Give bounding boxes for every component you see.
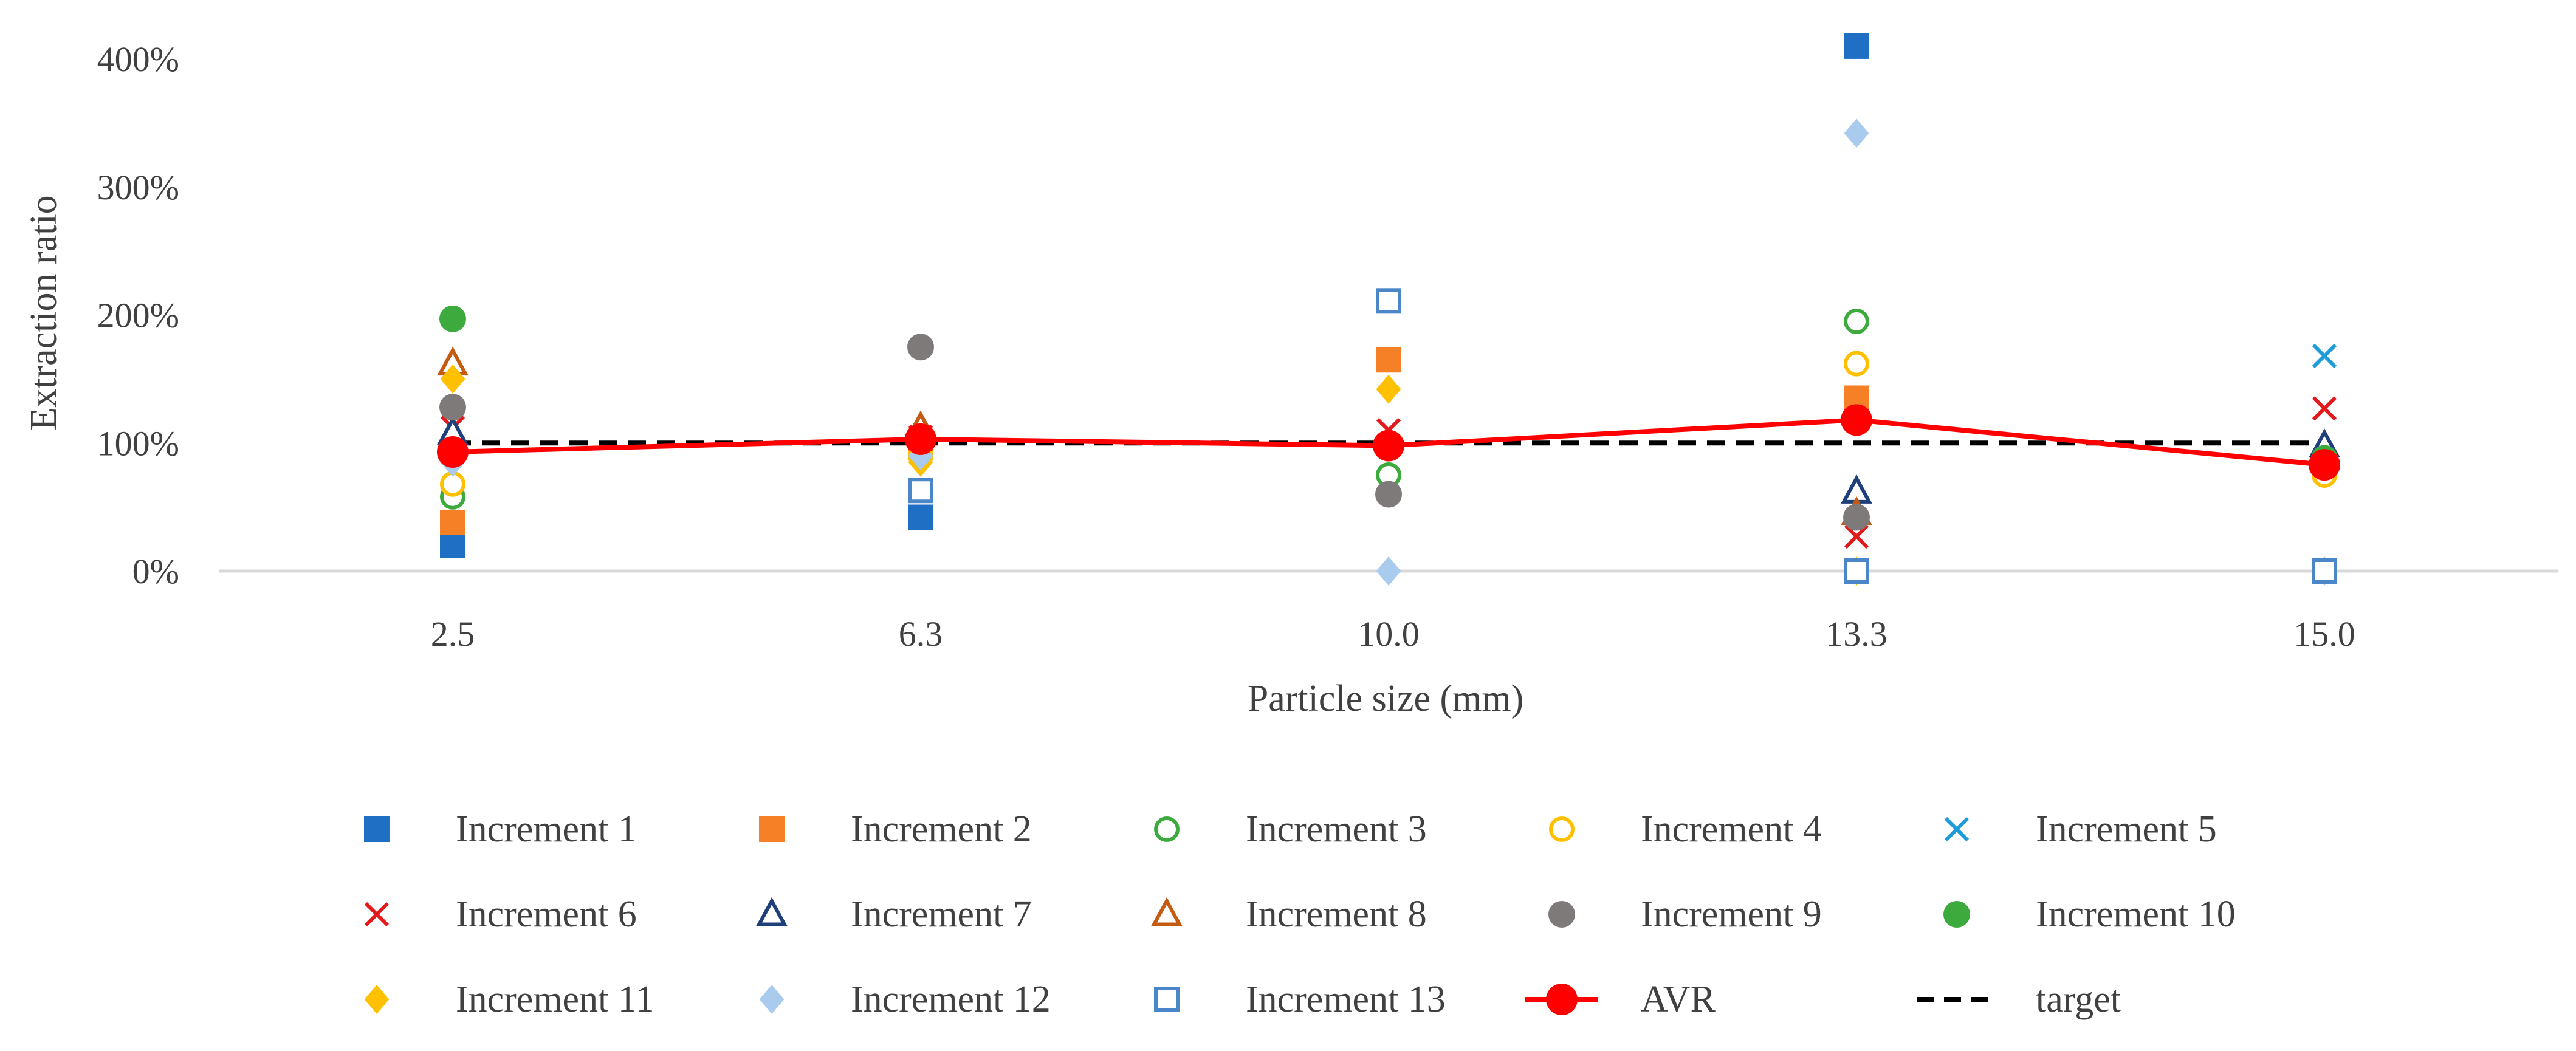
point-increment-9-13-3 [1843, 504, 1870, 531]
y-tick-label: 300% [97, 168, 179, 207]
legend-swatch-marker [1154, 816, 1180, 842]
legend-swatch-marker [1546, 984, 1578, 1015]
point-increment-1-13-3 [1844, 33, 1869, 59]
legend-label: Increment 13 [1246, 979, 1446, 1020]
series-increment-11 [440, 364, 1869, 586]
legend-label: Increment 11 [456, 979, 654, 1020]
legend-item-increment-2: Increment 2 [759, 809, 1032, 850]
legend-item-increment-1: Increment 1 [364, 809, 637, 850]
legend-label: target [2036, 979, 2121, 1020]
point-increment-9-6-3 [907, 334, 934, 361]
point-avr-2-5 [437, 436, 469, 468]
y-tick-label: 100% [97, 423, 179, 463]
point-increment-6-13-3 [1844, 524, 1869, 549]
legend-label: Increment 5 [2036, 809, 2217, 850]
x-tick-label: 6.3 [899, 614, 943, 654]
point-increment-9-10-0 [1375, 481, 1402, 508]
point-increment-1-2-5 [440, 532, 465, 558]
legend: Increment 1 Increment 2 Increment 3 Increme… [364, 809, 2236, 1020]
series-increment-1 [440, 33, 1869, 558]
legend-label: Increment 7 [851, 894, 1032, 935]
legend-item-increment-8: Increment 8 [1151, 894, 1427, 935]
legend-swatch-marker [364, 985, 390, 1014]
legend-item-increment-7: Increment 7 [756, 894, 1032, 935]
point-increment-1-6-3 [908, 504, 933, 530]
legend-item-increment-10: Increment 10 [1943, 894, 2236, 935]
legend-label: Increment 8 [1246, 894, 1427, 935]
series-increment-5 [1844, 343, 2337, 433]
y-tick-label: 400% [97, 39, 179, 79]
series-increment-9 [439, 334, 1870, 531]
legend-swatch-marker [1151, 897, 1183, 926]
point-increment-9-2-5 [439, 394, 466, 421]
series-avr [437, 404, 2340, 481]
legend-item-increment-5: Increment 5 [1944, 809, 2217, 850]
point-increment-2-2-5 [440, 509, 465, 535]
legend-swatch-marker [1548, 901, 1575, 928]
legend-item-increment-12: Increment 12 [759, 979, 1051, 1020]
point-increment-5-15-0 [2312, 343, 2337, 369]
point-increment-13-6-3 [908, 478, 933, 504]
legend-item-increment-11: Increment 11 [364, 979, 654, 1020]
point-increment-13-13-3 [1844, 558, 1869, 584]
legend-item-increment-6: Increment 6 [364, 894, 637, 935]
legend-swatch-marker [1549, 816, 1575, 842]
legend-label: Increment 6 [456, 894, 637, 935]
legend-item-increment-4: Increment 4 [1549, 809, 1822, 850]
legend-label: Increment 3 [1246, 809, 1427, 850]
x-tick-label: 15.0 [2293, 614, 2355, 654]
legend-item-avr: AVR [1525, 979, 1716, 1020]
axes-group: 0% 100% 200% 300% 400% 2.5 6.3 10.0 13.3 15.0 [97, 39, 2558, 654]
point-increment-11-2-5 [440, 364, 465, 394]
x-axis-title: Particle size (mm) [1248, 678, 1524, 719]
legend-label: Increment 12 [851, 979, 1051, 1020]
point-increment-6-15-0 [2312, 396, 2337, 421]
legend-swatch-marker [364, 902, 390, 927]
point-increment-13-10-0 [1376, 288, 1401, 314]
point-increment-2-10-0 [1376, 347, 1401, 373]
point-avr-15-0 [2309, 449, 2340, 481]
legend-label: Increment 10 [2036, 894, 2236, 935]
legend-label: Increment 4 [1641, 809, 1822, 850]
x-tick-label: 13.3 [1826, 614, 1887, 654]
legend-item-increment-13: Increment 13 [1154, 979, 1446, 1020]
point-increment-3-13-3 [1844, 309, 1869, 335]
point-avr-10-0 [1373, 430, 1404, 462]
legend-label: Increment 9 [1641, 894, 1822, 935]
legend-swatch-marker [1154, 987, 1180, 1012]
series-increment-13 [908, 288, 2337, 584]
axis-labels-group: Particle size (mm) Extraction ratio [23, 195, 1523, 719]
series-increment-8 [437, 346, 1872, 526]
legend-item-target: target [1917, 979, 2121, 1020]
legend-label: Increment 2 [851, 809, 1032, 850]
legend-swatch-marker [364, 816, 390, 842]
series-increment-3 [440, 309, 1869, 510]
y-tick-label: 200% [97, 296, 179, 335]
x-tick-label: 2.5 [431, 614, 475, 654]
legend-swatch-marker [759, 985, 785, 1014]
point-increment-12-10-0 [1376, 556, 1401, 586]
y-tick-label: 0% [132, 552, 179, 591]
series-group [437, 33, 2340, 586]
point-increment-13-15-0 [2312, 558, 2337, 584]
legend-swatch-marker [759, 816, 785, 842]
point-increment-4-13-3 [1844, 351, 1869, 377]
point-increment-12-13-3 [1844, 118, 1869, 148]
x-tick-label: 10.0 [1358, 614, 1420, 654]
legend-label: Increment 1 [456, 809, 637, 850]
point-avr-13-3 [1841, 404, 1872, 436]
point-avr-6-3 [905, 423, 936, 455]
legend-label: AVR [1641, 979, 1716, 1020]
legend-item-increment-3: Increment 3 [1154, 809, 1427, 850]
point-increment-10-2-5 [439, 305, 466, 332]
point-increment-11-10-0 [1376, 374, 1401, 404]
legend-swatch-marker [1944, 816, 1970, 842]
legend-swatch-marker [1943, 901, 1970, 928]
legend-swatch-marker [756, 897, 788, 926]
legend-item-increment-9: Increment 9 [1548, 894, 1822, 935]
y-axis-title: Extraction ratio [23, 195, 64, 430]
